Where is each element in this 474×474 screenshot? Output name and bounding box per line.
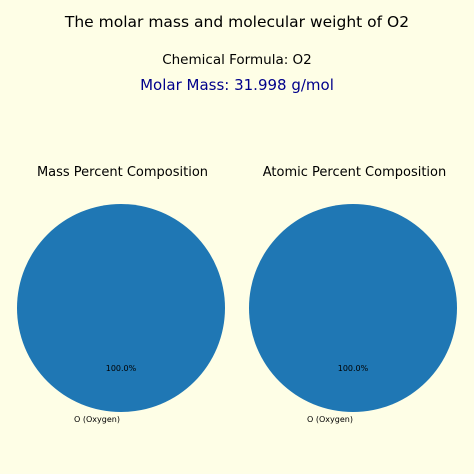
page-title: The molar mass and molecular weight of O… (64, 13, 410, 31)
slice-percent-label: 100.0% (106, 364, 137, 373)
slice-label: O (Oxygen) (307, 415, 353, 424)
mass-pie-chart: 100.0% O (Oxygen) (17, 204, 225, 424)
pie-slice (17, 204, 225, 412)
pie-slice (249, 204, 457, 412)
molar-mass: Molar Mass: 31.998 g/mol (140, 76, 334, 94)
mass-chart-title: Mass Percent Composition (36, 165, 209, 180)
atomic-pie-chart: 100.0% O (Oxygen) (249, 204, 457, 424)
slice-percent-label: 100.0% (338, 364, 369, 373)
atomic-chart-title: Atomic Percent Composition (262, 165, 447, 180)
chemical-formula: Chemical Formula: O2 (162, 52, 312, 68)
slice-label: O (Oxygen) (74, 415, 120, 424)
